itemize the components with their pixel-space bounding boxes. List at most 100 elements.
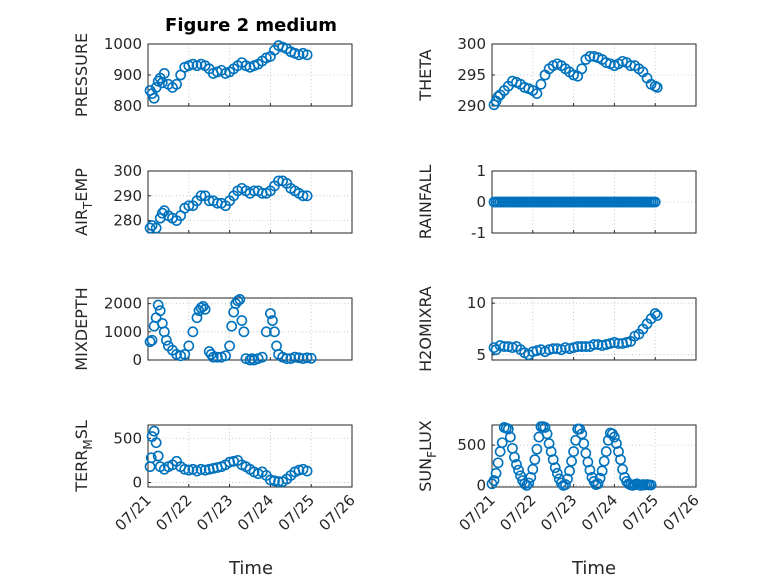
data-point (519, 478, 531, 490)
data-point (572, 341, 584, 352)
data-point (264, 308, 276, 319)
data-point (492, 457, 504, 469)
subplot-4: -1 0 1 RAINFALL (416, 162, 697, 242)
data-point (224, 340, 235, 352)
data-point (205, 348, 217, 360)
data-point (492, 91, 504, 103)
data-point (566, 455, 577, 467)
data-point (529, 454, 541, 466)
subplot-6: 5 10 H2OMIXRA (416, 286, 697, 372)
subplot-5: 0 1000 2000 MIXDEPTH (72, 287, 353, 371)
axes-box (147, 170, 353, 234)
data-point (574, 423, 586, 435)
data-point (609, 337, 620, 348)
axes-frame (491, 43, 697, 107)
data-point (269, 326, 280, 338)
data-point (523, 477, 535, 489)
data-point (152, 450, 164, 462)
y-tick-label: 800 (113, 97, 142, 115)
y-tick-label: 10 (467, 294, 486, 312)
data-point (256, 351, 268, 363)
data-point (541, 428, 553, 440)
data-point (513, 464, 524, 476)
axes-box (491, 424, 697, 488)
data-point (598, 455, 610, 467)
data-point (183, 340, 195, 352)
data-point (260, 326, 272, 338)
y-tick-label: 500 (113, 429, 142, 447)
data-point (604, 338, 616, 349)
data-point (509, 451, 520, 463)
data-point (547, 343, 559, 355)
data-point (148, 425, 160, 437)
y-tick-label: 1000 (104, 323, 142, 341)
x-axis-label-left: Time (228, 558, 273, 579)
data-point (568, 342, 579, 353)
y-axis-label: TERRMSL (72, 420, 95, 493)
axes-frame (147, 424, 353, 488)
data-point (191, 312, 203, 324)
data-point (576, 428, 588, 440)
y-axis-label: H2OMIXRA (416, 286, 435, 372)
data-point (297, 353, 309, 364)
subplot-7: 0 500 TERRMSL 07/2107/2207/2307/2407/2507/2… (72, 420, 359, 534)
x-axis-label-right: Time (571, 558, 616, 579)
y-axis-label: RAINFALL (416, 165, 435, 240)
data-point (301, 49, 313, 61)
data-point (502, 341, 514, 352)
data-point (234, 294, 246, 305)
data-point (195, 190, 207, 202)
subplot-1: 800 900 1000 PRESSURE (72, 33, 353, 117)
data-point (281, 353, 293, 364)
data-point (289, 351, 301, 363)
x-tick-label: 07/25 (275, 491, 318, 534)
data-point (576, 63, 588, 75)
y-tick-label: 1 (476, 162, 486, 180)
data-point (301, 190, 313, 202)
data-point (560, 342, 571, 353)
data-point (645, 479, 657, 491)
data-point (504, 431, 516, 443)
data-point (588, 339, 600, 350)
data-point (549, 462, 561, 474)
data-point (543, 344, 555, 356)
data-point (144, 222, 156, 234)
data-point (197, 301, 209, 312)
data-point (238, 326, 250, 338)
figure-title: Figure 2 medium (165, 15, 337, 36)
axes-frame (147, 43, 353, 107)
y-axis-label: AIRTEMP (72, 168, 95, 236)
data-point (511, 459, 522, 470)
data-point (144, 336, 156, 348)
axes-box (491, 297, 697, 361)
data-point (531, 88, 543, 99)
y-tick-label: 280 (113, 212, 142, 230)
x-tick-label: 07/22 (496, 491, 539, 534)
y-tick-label: 1000 (104, 35, 142, 53)
data-point (156, 207, 168, 219)
data-point (236, 315, 248, 326)
data-point (596, 465, 608, 477)
data-point (490, 467, 502, 479)
data-point (154, 305, 166, 317)
data-point (297, 190, 309, 202)
y-tick-label: 290 (113, 187, 142, 205)
data-point (564, 465, 575, 477)
y-tick-label: 300 (457, 35, 486, 53)
x-tick-label: 07/23 (193, 491, 236, 534)
data-point (246, 353, 258, 364)
data-point (195, 463, 207, 475)
data-point (199, 303, 211, 315)
data-point (150, 437, 162, 449)
data-point (621, 337, 633, 348)
y-tick-label: 0 (476, 193, 486, 211)
data-point (183, 200, 195, 212)
x-tick-label: 07/24 (234, 491, 277, 534)
data-point (651, 82, 663, 93)
data-point (539, 422, 551, 433)
y-axis-label: SUNFLUX (416, 420, 439, 492)
data-point (584, 51, 596, 62)
data-point (301, 465, 313, 477)
data-point (269, 475, 280, 487)
